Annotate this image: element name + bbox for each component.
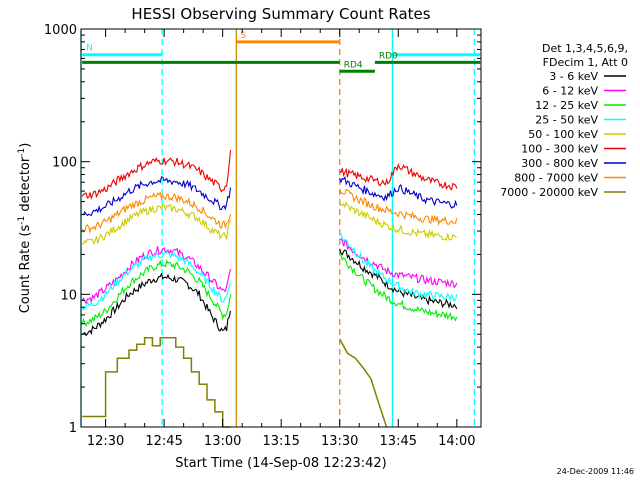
y-axis: 1 10 100 1000 — [44, 23, 481, 436]
legend-label: 300 - 800 keV — [521, 157, 598, 170]
legend: Det 1,3,4,5,6,9,FDecim 1, Att 03 - 6 keV… — [500, 42, 628, 199]
data-series — [81, 233, 458, 311]
data-series — [82, 337, 388, 428]
x-tick-label: 13:00 — [204, 434, 241, 449]
segment-label: RD0 — [379, 51, 398, 61]
legend-label: 6 - 12 keV — [542, 85, 598, 98]
data-series — [81, 188, 458, 234]
segment-label: N — [86, 44, 93, 54]
legend-label: 12 - 25 keV — [535, 99, 598, 112]
legend-label: 800 - 7000 keV — [514, 172, 598, 185]
data-series — [81, 149, 458, 201]
y-tick-label: 100 — [52, 156, 77, 171]
x-tick-label: 14:00 — [438, 434, 475, 449]
data-series — [81, 238, 458, 305]
plot-frame — [80, 28, 482, 428]
y-tick-label: 1000 — [44, 23, 77, 38]
data-series — [81, 248, 458, 337]
data-series — [82, 201, 457, 246]
segment-label: RD4 — [344, 60, 363, 70]
segment-label: S — [240, 31, 246, 41]
y-tick-label: 10 — [60, 288, 77, 303]
legend-header: Det 1,3,4,5,6,9, — [542, 42, 628, 55]
legend-label: 25 - 50 keV — [535, 114, 598, 127]
data-series — [82, 176, 458, 217]
legend-label: 7000 - 20000 keV — [500, 186, 598, 199]
legend-label: 3 - 6 keV — [549, 70, 598, 83]
x-tick-label: 13:30 — [321, 434, 358, 449]
x-tick-label: 13:45 — [380, 434, 417, 449]
chart-title: HESSI Observing Summary Count Rates — [131, 5, 430, 23]
y-axis-label: Count Rate (s-1 detector-1) — [17, 143, 33, 314]
footer-date: 24-Dec-2009 11:46 — [557, 467, 634, 476]
x-tick-label: 12:30 — [87, 434, 124, 449]
x-tick-label: 13:15 — [262, 434, 299, 449]
data-series — [81, 253, 458, 328]
plot-area: N RD0 S RD4 — [80, 28, 482, 428]
x-axis-label: Start Time (14-Sep-08 12:23:42) — [175, 456, 386, 471]
x-tick-label: 12:45 — [145, 434, 182, 449]
y-tick-label: 1 — [69, 421, 77, 436]
x-axis: 12:30 12:45 13:00 13:15 13:30 13:45 14:00 — [87, 29, 476, 449]
legend-label: 100 - 300 keV — [521, 143, 598, 156]
legend-header: FDecim 1, Att 0 — [543, 56, 628, 69]
legend-label: 50 - 100 keV — [528, 128, 598, 141]
